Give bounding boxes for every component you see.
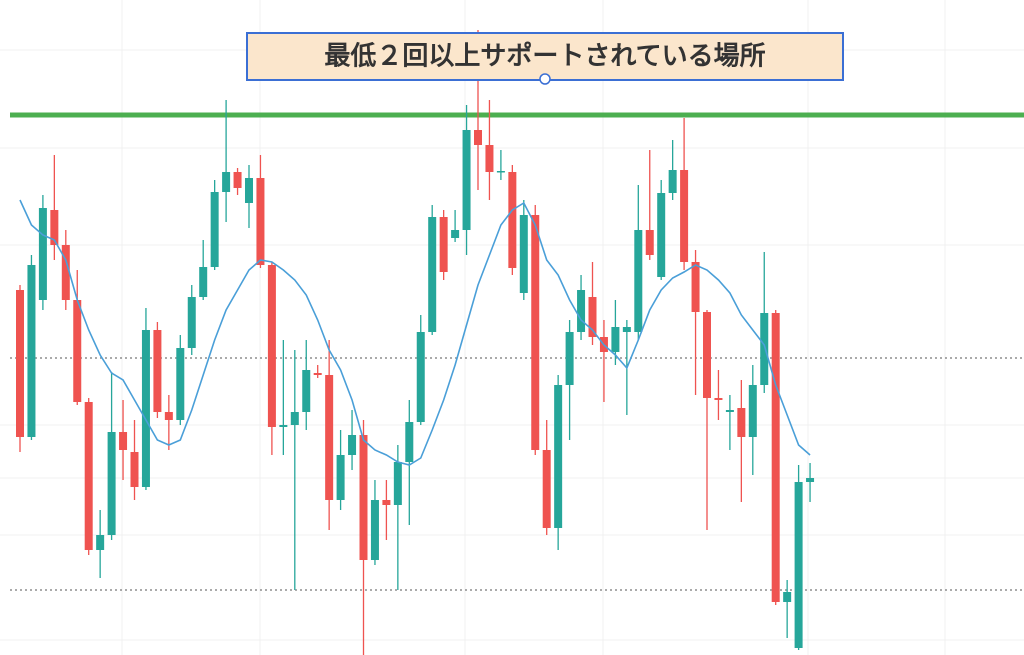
- candle-body: [210, 192, 219, 267]
- candle-body: [256, 178, 265, 265]
- candle-body: [680, 170, 689, 262]
- candle-body: [313, 373, 322, 375]
- candle-body: [370, 500, 379, 560]
- candle-body: [153, 330, 162, 412]
- candle-body: [119, 432, 128, 450]
- annotation-text[interactable]: 最低２回以上サポートされている場所: [324, 41, 765, 72]
- candle-body: [783, 592, 792, 602]
- candle-body: [84, 402, 93, 550]
- annotation[interactable]: 最低２回以上サポートされている場所: [246, 32, 844, 85]
- plot: [10, 30, 1024, 655]
- candle-body: [222, 172, 231, 192]
- candle-body: [474, 130, 482, 145]
- candle-body: [267, 265, 276, 427]
- candle-body: [245, 178, 253, 203]
- candle-body: [748, 385, 757, 437]
- candle-body: [187, 297, 196, 348]
- candle-body: [806, 478, 815, 482]
- candle-body: [577, 290, 586, 332]
- candle-body: [611, 327, 620, 352]
- candle-body: [634, 230, 643, 332]
- candle-body: [348, 435, 357, 455]
- candle-body: [691, 262, 700, 312]
- candle-body: [462, 130, 471, 230]
- candle-body: [16, 290, 24, 437]
- candle-body: [302, 370, 311, 412]
- candle-body: [325, 375, 334, 500]
- candle-body: [279, 425, 288, 427]
- candle-body: [107, 432, 116, 535]
- candle-body: [359, 435, 368, 560]
- candle-body: [38, 208, 47, 300]
- candle-body: [233, 172, 242, 188]
- candle-body: [405, 422, 414, 462]
- candle-body: [496, 171, 505, 173]
- candle-body: [451, 230, 460, 238]
- candle-body: [50, 210, 59, 245]
- candle-body: [645, 230, 654, 255]
- candle-body: [428, 217, 437, 332]
- moving-average-line: [19, 199, 811, 466]
- candle-body: [714, 398, 723, 400]
- candle-body: [130, 452, 139, 487]
- candle-body: [622, 327, 631, 332]
- annotation-handle[interactable]: [539, 73, 551, 85]
- candle-body: [542, 450, 551, 528]
- candle-body: [164, 412, 173, 420]
- candle-body: [725, 410, 734, 412]
- candle-body: [73, 300, 82, 402]
- candle-body: [771, 313, 780, 602]
- candle-body: [199, 267, 208, 297]
- candle-body: [439, 217, 448, 272]
- candle-body: [416, 332, 425, 422]
- candle-body: [290, 412, 299, 425]
- candle-body: [336, 455, 345, 500]
- candle-body: [508, 172, 517, 268]
- candle-body: [382, 500, 391, 505]
- candle-body: [565, 332, 574, 385]
- candle-body: [657, 193, 666, 277]
- candle-body: [794, 482, 803, 648]
- candle-body: [554, 385, 563, 528]
- candle-body: [141, 330, 150, 487]
- candle-body: [176, 348, 185, 420]
- candle-body: [27, 265, 36, 437]
- candle-body: [485, 145, 494, 172]
- candle-body: [96, 535, 105, 550]
- candle-body: [588, 297, 597, 337]
- candle-body: [703, 312, 711, 398]
- candle-body: [760, 313, 769, 385]
- candle-body: [519, 215, 528, 293]
- candle-body: [393, 462, 402, 505]
- candle-body: [531, 215, 540, 450]
- candle-body: [61, 245, 70, 300]
- candle-body: [737, 408, 746, 437]
- candle-body: [668, 170, 677, 193]
